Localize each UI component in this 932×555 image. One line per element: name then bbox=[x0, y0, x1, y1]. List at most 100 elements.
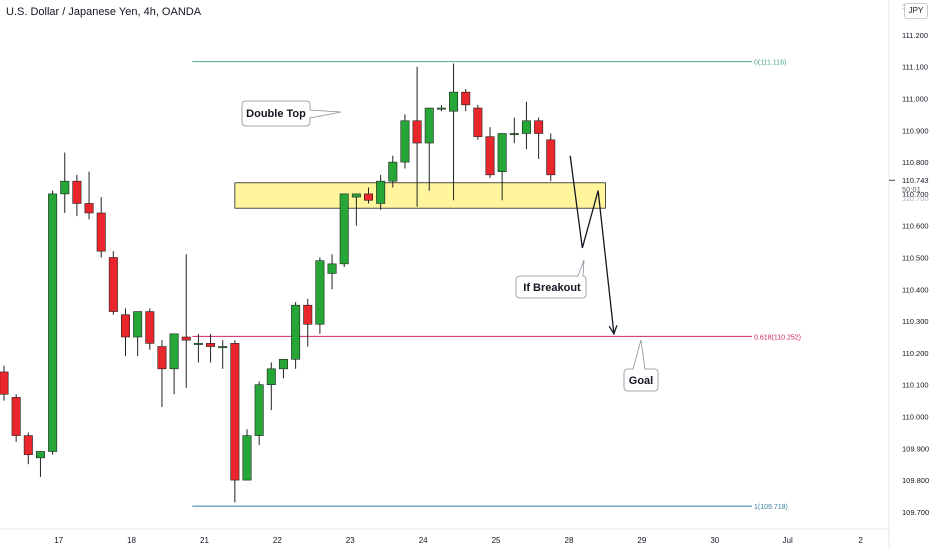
price-tick-label: 109.700 bbox=[902, 508, 929, 517]
projection-path bbox=[569, 155, 615, 334]
candle[interactable] bbox=[388, 155, 398, 188]
candle[interactable] bbox=[376, 174, 386, 210]
price-tick-label: 111.000 bbox=[902, 95, 928, 104]
current-price-label: 110.743 bbox=[902, 176, 929, 185]
candle-body bbox=[424, 107, 434, 144]
candle-body bbox=[230, 343, 240, 481]
candle[interactable] bbox=[11, 394, 21, 442]
candle[interactable] bbox=[485, 127, 495, 178]
candle-body bbox=[35, 451, 45, 459]
candle[interactable] bbox=[449, 63, 459, 201]
candle-body bbox=[96, 212, 106, 252]
resistance-zone[interactable] bbox=[234, 182, 606, 209]
candle[interactable] bbox=[351, 193, 361, 226]
price-tick-label: 110.800 bbox=[902, 158, 929, 167]
candle[interactable] bbox=[121, 308, 131, 357]
candle-body bbox=[509, 133, 519, 135]
candle-body bbox=[303, 304, 313, 325]
annotations: Double Top If Breakout Goal bbox=[241, 100, 659, 392]
price-tick-label: 110.900 bbox=[902, 126, 929, 135]
candle[interactable] bbox=[412, 66, 422, 207]
candle[interactable] bbox=[254, 381, 264, 446]
if-breakout-callout[interactable]: If Breakout bbox=[515, 259, 587, 299]
candle[interactable] bbox=[157, 340, 167, 407]
time-tick-label: 21 bbox=[200, 536, 209, 545]
candle-body bbox=[436, 107, 446, 110]
candle[interactable] bbox=[278, 358, 288, 379]
candle[interactable] bbox=[169, 333, 179, 395]
candle[interactable] bbox=[327, 254, 337, 290]
candle[interactable] bbox=[315, 257, 325, 334]
candle-body bbox=[48, 193, 58, 452]
candle[interactable] bbox=[461, 88, 471, 112]
time-tick-label: 30 bbox=[710, 536, 719, 545]
candle[interactable] bbox=[436, 104, 446, 112]
candle[interactable] bbox=[218, 340, 228, 369]
candle-body bbox=[291, 304, 301, 360]
candle-body bbox=[485, 136, 495, 176]
time-tick-label: 25 bbox=[492, 536, 501, 545]
goal-label: Goal bbox=[629, 375, 653, 387]
candle[interactable] bbox=[35, 451, 45, 477]
candle-body bbox=[84, 203, 94, 214]
time-tick-label: 2 bbox=[858, 536, 863, 545]
candle-body bbox=[108, 257, 118, 312]
symbol-title: U.S. Dollar / Japanese Yen, 4h, OANDA bbox=[6, 6, 202, 18]
candle[interactable] bbox=[72, 174, 82, 217]
candle-body bbox=[254, 384, 264, 436]
candle-body bbox=[133, 311, 143, 338]
if-breakout-label: If Breakout bbox=[523, 282, 581, 294]
candle[interactable] bbox=[303, 298, 313, 347]
candle[interactable] bbox=[424, 107, 434, 191]
candle-body bbox=[461, 91, 471, 106]
candle[interactable] bbox=[473, 104, 483, 140]
candle[interactable] bbox=[339, 193, 349, 268]
candle[interactable] bbox=[84, 171, 94, 220]
price-tick-label: 110.300 bbox=[902, 317, 929, 326]
time-tick-label: 29 bbox=[637, 536, 646, 545]
candle[interactable] bbox=[400, 114, 410, 169]
candle-body bbox=[388, 161, 398, 182]
candle-body bbox=[181, 336, 191, 341]
projection-layer bbox=[569, 155, 618, 336]
double-top-callout[interactable]: Double Top bbox=[241, 100, 342, 127]
candle[interactable] bbox=[181, 254, 191, 388]
time-tick-label: 23 bbox=[346, 536, 355, 545]
candle[interactable] bbox=[23, 432, 33, 465]
candle[interactable] bbox=[242, 429, 252, 481]
candle[interactable] bbox=[60, 152, 70, 213]
projection-arrowhead bbox=[608, 325, 618, 336]
candle[interactable] bbox=[48, 190, 58, 455]
candle[interactable] bbox=[363, 187, 373, 204]
candle[interactable] bbox=[133, 311, 143, 357]
candle-body bbox=[534, 120, 544, 134]
candle[interactable] bbox=[546, 133, 556, 182]
currency-badge[interactable]: JPY bbox=[904, 3, 928, 19]
time-tick-label: 18 bbox=[127, 536, 136, 545]
goal-bubble bbox=[623, 339, 659, 392]
time-tick-label: Jul bbox=[783, 536, 793, 545]
candle[interactable] bbox=[291, 302, 301, 369]
candle[interactable] bbox=[534, 117, 544, 159]
candle-body bbox=[266, 368, 276, 385]
candle[interactable] bbox=[230, 340, 240, 503]
candle[interactable] bbox=[0, 365, 9, 401]
candle[interactable] bbox=[193, 333, 203, 363]
candle[interactable] bbox=[108, 251, 118, 315]
price-tick-label: 110.600 bbox=[902, 222, 929, 231]
time-tick-label: 28 bbox=[565, 536, 574, 545]
candle[interactable] bbox=[145, 308, 155, 350]
candle-body bbox=[521, 120, 531, 134]
fib-level-label: 0.618(110.252) bbox=[754, 334, 801, 341]
candle[interactable] bbox=[509, 117, 519, 144]
candle-body bbox=[60, 180, 70, 195]
price-tick-label: 110.400 bbox=[902, 285, 929, 294]
candle[interactable] bbox=[206, 333, 216, 363]
candle[interactable] bbox=[521, 101, 531, 150]
candle[interactable] bbox=[96, 197, 106, 258]
goal-callout[interactable]: Goal bbox=[623, 339, 659, 392]
candle[interactable] bbox=[497, 133, 507, 201]
candle[interactable] bbox=[266, 362, 276, 411]
